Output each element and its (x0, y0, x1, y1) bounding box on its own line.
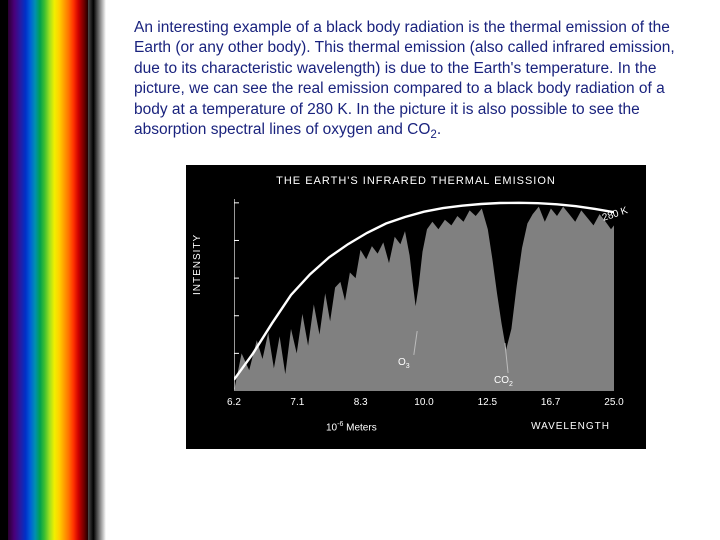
o3-label-sub: 3 (406, 363, 410, 370)
x-tick-label: 6.2 (227, 397, 241, 408)
content-area: An interesting example of a black body r… (106, 0, 720, 540)
spectrum-gradient (8, 0, 88, 540)
x-axis-unit: 10-6 Meters (326, 421, 377, 433)
o3-annotation: O3 (398, 357, 410, 370)
x-unit-suffix: Meters (343, 422, 376, 433)
plot-area (234, 199, 614, 391)
chart-title: THE EARTH'S INFRARED THERMAL EMISSION (186, 175, 646, 187)
x-axis-label: WAVELENGTH (531, 421, 610, 432)
description-part-1: An interesting example of a black body r… (134, 19, 675, 138)
emission-chart: THE EARTH'S INFRARED THERMAL EMISSION IN… (186, 165, 646, 449)
o3-label-text: O (398, 357, 406, 368)
x-tick-label: 16.7 (541, 397, 560, 408)
x-tick-label: 12.5 (478, 397, 497, 408)
x-tick-label: 10.0 (414, 397, 433, 408)
description-part-3: . (437, 121, 441, 138)
chart-container: THE EARTH'S INFRARED THERMAL EMISSION IN… (134, 165, 698, 449)
spectrum-left-border (0, 0, 8, 540)
co2-label-sub: 2 (509, 381, 513, 388)
x-tick-label: 25.0 (604, 397, 623, 408)
co2-label-text: CO (494, 375, 509, 386)
description-text: An interesting example of a black body r… (134, 18, 698, 143)
slide: An interesting example of a black body r… (0, 0, 720, 540)
co2-annotation: CO2 (494, 375, 513, 388)
spectrum-sidebar (0, 0, 106, 540)
x-tick-label: 8.3 (354, 397, 368, 408)
y-axis-label: INTENSITY (192, 233, 203, 294)
plot-svg (234, 199, 614, 391)
spectrum-right-fade (88, 0, 106, 540)
x-tick-label: 7.1 (290, 397, 304, 408)
x-unit-prefix: 10 (326, 422, 337, 433)
